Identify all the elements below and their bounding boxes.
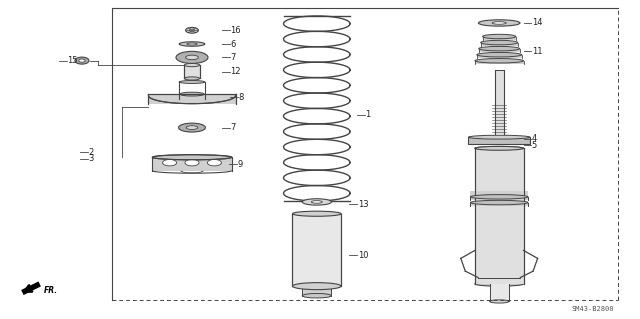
Ellipse shape bbox=[505, 264, 513, 269]
Text: FR.: FR. bbox=[44, 286, 58, 294]
Text: 10: 10 bbox=[358, 251, 368, 260]
Text: 7: 7 bbox=[230, 123, 236, 132]
Ellipse shape bbox=[184, 63, 200, 67]
Text: 2: 2 bbox=[88, 148, 93, 157]
Bar bbox=[477, 55, 522, 58]
Ellipse shape bbox=[179, 42, 205, 46]
Bar bbox=[475, 148, 524, 284]
Ellipse shape bbox=[180, 92, 204, 96]
Ellipse shape bbox=[179, 123, 205, 132]
Ellipse shape bbox=[186, 126, 198, 130]
Bar bbox=[479, 49, 520, 52]
Text: 8: 8 bbox=[239, 93, 244, 102]
Ellipse shape bbox=[311, 201, 323, 203]
Text: 14: 14 bbox=[532, 19, 542, 27]
Ellipse shape bbox=[477, 53, 522, 57]
Ellipse shape bbox=[302, 293, 332, 298]
Bar bbox=[292, 214, 341, 286]
Text: 5: 5 bbox=[532, 141, 537, 150]
Text: 12: 12 bbox=[230, 67, 241, 76]
Ellipse shape bbox=[492, 22, 506, 24]
Bar bbox=[470, 191, 528, 200]
Ellipse shape bbox=[292, 283, 341, 290]
Bar bbox=[481, 43, 518, 46]
Ellipse shape bbox=[470, 195, 528, 199]
Text: 9: 9 bbox=[237, 160, 243, 169]
Bar bbox=[148, 94, 236, 104]
Bar bbox=[470, 203, 528, 206]
Ellipse shape bbox=[475, 59, 524, 63]
Ellipse shape bbox=[292, 211, 341, 216]
Ellipse shape bbox=[207, 160, 221, 166]
Ellipse shape bbox=[479, 20, 520, 26]
Ellipse shape bbox=[468, 135, 530, 139]
Ellipse shape bbox=[483, 34, 516, 39]
Ellipse shape bbox=[189, 29, 195, 31]
Ellipse shape bbox=[176, 51, 208, 63]
Text: 11: 11 bbox=[532, 47, 542, 56]
Text: 15: 15 bbox=[67, 56, 77, 65]
Text: 7: 7 bbox=[230, 53, 236, 62]
Bar bbox=[483, 37, 516, 40]
Ellipse shape bbox=[79, 59, 85, 62]
Ellipse shape bbox=[475, 282, 524, 286]
Ellipse shape bbox=[302, 199, 332, 205]
Bar bbox=[152, 157, 232, 171]
Bar bbox=[468, 137, 530, 144]
Ellipse shape bbox=[179, 81, 205, 84]
Text: 3: 3 bbox=[88, 154, 93, 163]
Bar bbox=[302, 286, 332, 296]
Bar bbox=[495, 70, 504, 134]
Bar bbox=[475, 148, 524, 284]
Ellipse shape bbox=[163, 160, 177, 166]
Text: 1: 1 bbox=[365, 110, 371, 119]
Ellipse shape bbox=[470, 200, 528, 205]
Text: 4: 4 bbox=[532, 134, 537, 143]
Text: SM43-B2800: SM43-B2800 bbox=[572, 306, 614, 312]
Ellipse shape bbox=[186, 27, 198, 33]
Text: 13: 13 bbox=[358, 200, 369, 209]
Ellipse shape bbox=[481, 41, 518, 45]
Ellipse shape bbox=[184, 77, 200, 80]
Ellipse shape bbox=[479, 46, 520, 51]
Bar bbox=[490, 284, 509, 301]
Ellipse shape bbox=[185, 160, 199, 166]
Text: 6: 6 bbox=[230, 40, 236, 48]
Bar bbox=[475, 61, 524, 64]
Ellipse shape bbox=[187, 43, 197, 45]
Ellipse shape bbox=[152, 155, 232, 160]
Ellipse shape bbox=[475, 146, 524, 150]
Ellipse shape bbox=[486, 264, 493, 269]
Ellipse shape bbox=[475, 146, 524, 150]
Ellipse shape bbox=[490, 300, 509, 303]
Ellipse shape bbox=[75, 57, 89, 64]
Ellipse shape bbox=[186, 55, 198, 60]
Text: 16: 16 bbox=[230, 26, 241, 35]
Bar bbox=[184, 65, 200, 78]
